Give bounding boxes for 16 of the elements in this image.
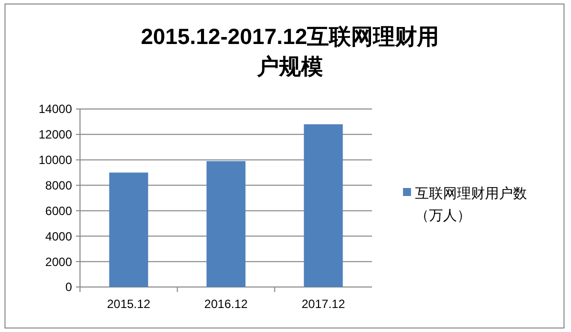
- x-tick-label: 2015.12: [106, 297, 151, 311]
- bar: [304, 124, 343, 287]
- y-tick-label: 6000: [45, 204, 72, 218]
- bar: [206, 161, 246, 287]
- y-tick-label: 10000: [38, 153, 72, 168]
- chart-title: 2015.12-2017.12互联网理财用户规模: [140, 24, 440, 79]
- bar: [109, 172, 148, 287]
- y-tick-label: 4000: [45, 229, 72, 244]
- y-tick-label: 8000: [45, 178, 72, 192]
- x-tick-label: 2017.12: [302, 297, 346, 311]
- y-tick-label: 12000: [38, 128, 72, 142]
- y-tick-label: 14000: [38, 102, 72, 116]
- legend-label: 互联网理财用户数（万人）: [415, 184, 527, 223]
- y-tick-label: 0: [65, 280, 72, 294]
- y-tick-label: 2000: [45, 254, 72, 269]
- x-tick-label: 2016.12: [204, 297, 248, 311]
